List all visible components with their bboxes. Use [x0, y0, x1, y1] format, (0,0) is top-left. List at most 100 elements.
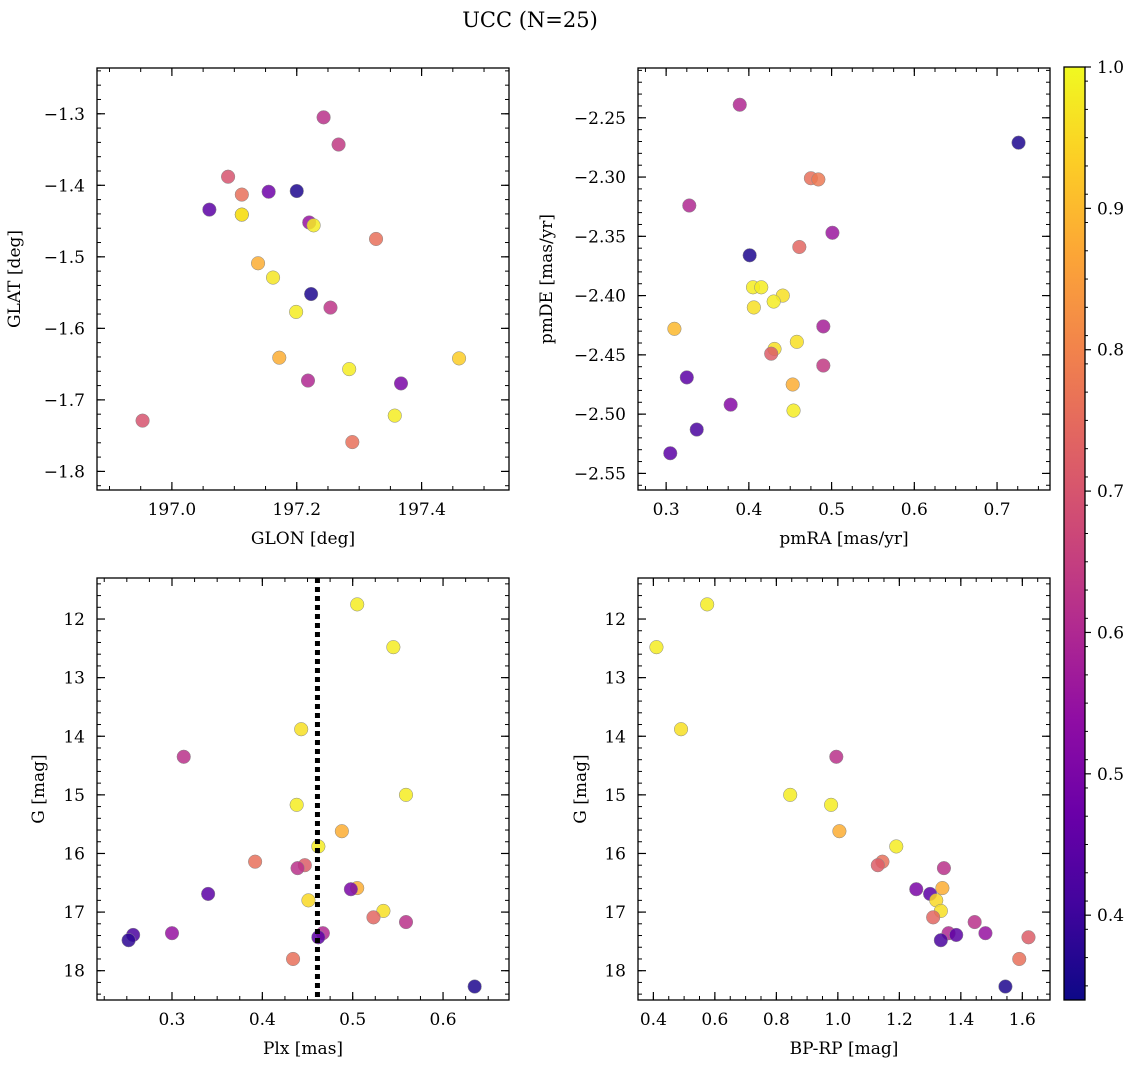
scatter-point	[967, 914, 982, 930]
colorbar-tick-label: 0.4	[1097, 906, 1124, 926]
scatter-point	[342, 362, 357, 377]
y-tick-label: −2.30	[574, 168, 626, 188]
y-tick-label: −1.7	[44, 391, 85, 411]
x-tick-label: 0.6	[901, 500, 928, 520]
x-tick-label: 0.6	[701, 1010, 728, 1030]
scatter-point	[248, 854, 263, 869]
scatter-point	[221, 169, 236, 184]
scatter-point	[935, 881, 950, 896]
y-tick-label: 18	[63, 962, 85, 982]
scatter-point	[301, 893, 316, 908]
y-tick-label: 16	[63, 844, 85, 864]
y-tick-label: −2.55	[574, 464, 626, 484]
y-tick-label: 14	[604, 727, 626, 747]
x-tick-label: 0.4	[735, 500, 762, 520]
x-tick-label: 0.7	[984, 500, 1011, 520]
scatter-point	[289, 304, 304, 319]
scatter-point	[452, 351, 467, 366]
scatter-point	[829, 749, 844, 764]
scatter-point	[368, 231, 384, 246]
y-tick-label: 13	[63, 669, 85, 689]
scatter-point	[832, 824, 847, 839]
scatter-point	[376, 903, 391, 918]
scatter-point	[786, 403, 801, 418]
scatter-point	[366, 910, 381, 925]
scatter-point	[1012, 951, 1027, 967]
y-tick-label: 12	[63, 610, 85, 630]
x-tick-label: 1.2	[886, 1010, 913, 1030]
scatter-point	[811, 172, 826, 187]
x-tick-label: 0.4	[249, 1010, 276, 1030]
colorbar-tick-label: 0.5	[1097, 765, 1124, 785]
scatter-point	[909, 882, 924, 897]
y-tick-label: −2.35	[574, 227, 626, 247]
scatter-point	[251, 256, 266, 271]
y-tick-label: −2.40	[574, 287, 626, 307]
x-tick-label: 0.3	[158, 1010, 185, 1030]
scatter-point	[723, 397, 738, 412]
scatter-point	[700, 597, 715, 612]
colorbar-gradient	[1063, 66, 1086, 1001]
x-tick-label: 0.4	[640, 1010, 667, 1030]
scatter-point	[649, 640, 664, 655]
scatter-point	[785, 377, 800, 392]
y-tick-label: 15	[604, 786, 626, 806]
scatter-point	[294, 722, 309, 737]
scatter-point	[398, 914, 414, 930]
axes-frame	[96, 577, 510, 1001]
scatter-point	[689, 422, 704, 437]
scatter-point	[824, 797, 839, 812]
y-tick-label: −2.25	[574, 109, 626, 129]
scatter-point	[398, 787, 414, 802]
x-tick-label: 0.3	[653, 500, 680, 520]
y-tick-label: −1.3	[44, 105, 85, 125]
scatter-point	[816, 358, 831, 373]
scatter-point	[732, 97, 747, 112]
scatter-point	[345, 435, 360, 450]
axes-frame	[96, 67, 510, 491]
colorbar-tick-label: 0.8	[1097, 341, 1124, 361]
scatter-point	[272, 350, 287, 365]
scatter-point	[286, 951, 301, 967]
scatter-point	[764, 346, 779, 361]
scatter-point	[121, 933, 136, 948]
x-tick-label: 0.5	[818, 500, 845, 520]
y-tick-label: 12	[604, 610, 626, 630]
scatter-point	[387, 408, 402, 423]
x-tick-label: 1.4	[947, 1010, 974, 1030]
scatter-point	[393, 376, 409, 391]
scatter-point	[304, 286, 319, 302]
scatter-point	[289, 183, 304, 199]
scatter-point	[201, 886, 216, 901]
axes-frame	[637, 67, 1051, 491]
y-tick-label: −1.4	[44, 176, 85, 196]
x-axis-label: Plx [mas]	[263, 1039, 343, 1059]
y-tick-label: 17	[63, 903, 85, 923]
y-tick-label: 17	[604, 903, 626, 923]
scatter-point	[816, 319, 831, 334]
y-tick-label: 14	[63, 727, 85, 747]
y-tick-label: 16	[604, 844, 626, 864]
scatter-point	[234, 207, 249, 222]
y-axis-label: GLAT [deg]	[5, 230, 25, 328]
scatter-point	[754, 280, 769, 295]
scatter-point	[300, 373, 316, 388]
y-axis-label: G [mag]	[29, 754, 49, 823]
scatter-point	[998, 979, 1013, 994]
scatter-point	[789, 334, 804, 349]
x-tick-label: 197.2	[272, 500, 321, 520]
scatter-point	[343, 882, 358, 897]
colorbar-tick-label: 0.7	[1097, 482, 1124, 502]
scatter-point	[176, 749, 191, 764]
x-tick-label: 1.0	[824, 1010, 851, 1030]
scatter-point	[316, 110, 331, 125]
scatter-point	[323, 300, 338, 315]
scatter-point	[289, 797, 304, 812]
scatter-point	[889, 839, 904, 854]
y-tick-label: 15	[63, 786, 85, 806]
colorbar-tick-label: 0.9	[1097, 199, 1124, 219]
scatter-point	[766, 294, 781, 309]
y-tick-label: 13	[604, 669, 626, 689]
y-tick-label: 18	[604, 962, 626, 982]
colorbar-tick-label: 1.0	[1097, 58, 1124, 78]
